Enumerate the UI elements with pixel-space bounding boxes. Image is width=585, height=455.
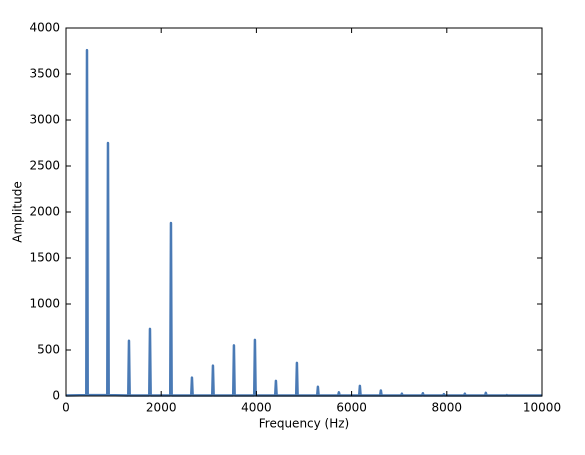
x-tick-label: 8000 (432, 401, 463, 415)
y-tick-label: 4000 (29, 21, 60, 35)
x-axis-label: Frequency (Hz) (259, 417, 350, 431)
data-line (65, 48, 542, 397)
y-tick-label: 2500 (29, 159, 60, 173)
plot-frame (65, 27, 543, 397)
x-tick-label: 4000 (241, 401, 272, 415)
y-tick-label: 1000 (29, 297, 60, 311)
y-tick-label: 500 (37, 343, 60, 357)
y-tick-label: 3000 (29, 113, 60, 127)
x-tick-label: 6000 (336, 401, 367, 415)
y-axis-label: Amplitude (11, 181, 25, 243)
x-tick-label: 10000 (523, 401, 561, 415)
y-tick-label: 2000 (29, 205, 60, 219)
y-tick-label: 3500 (29, 67, 60, 81)
x-tick-label: 2000 (146, 401, 177, 415)
y-tick-label: 1500 (29, 251, 60, 265)
y-tick-label: 0 (52, 389, 60, 403)
x-tick-label: 0 (62, 401, 70, 415)
